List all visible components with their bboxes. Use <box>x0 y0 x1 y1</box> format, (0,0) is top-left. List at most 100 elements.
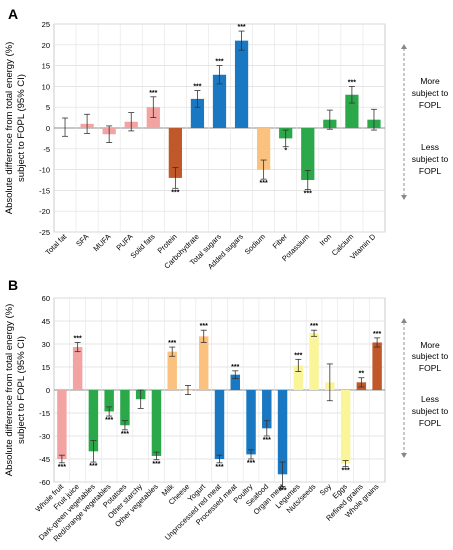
bar <box>57 390 67 459</box>
annotation-less-line: FOPL <box>419 418 441 428</box>
bar <box>168 128 182 178</box>
bar <box>262 390 272 429</box>
category-label: PUFA <box>114 232 134 252</box>
y-tick-label: -15 <box>39 409 50 418</box>
significance-label: *** <box>200 323 208 330</box>
significance-label: *** <box>58 464 66 471</box>
significance-label: *** <box>193 84 201 91</box>
y-tick-label: 0 <box>46 386 50 395</box>
significance-label: *** <box>149 90 157 97</box>
significance-label: *** <box>294 352 302 359</box>
y-axis-label-line1: Absolute difference from total energy (%… <box>4 304 15 477</box>
significance-label: *** <box>348 79 356 86</box>
bar <box>167 351 177 390</box>
significance-label: *** <box>263 437 271 444</box>
y-tick-label: 30 <box>42 340 50 349</box>
y-tick-label: 45 <box>42 317 50 326</box>
annotation-more-line: FOPL <box>419 100 441 110</box>
panel-a: A Absolute difference from total energy (… <box>4 6 448 271</box>
bar <box>230 374 240 390</box>
y-axis-label-line2: subject to FOPL (95% CI) <box>16 336 27 444</box>
significance-label: *** <box>121 431 129 438</box>
bar <box>151 390 162 456</box>
annotation-more-line: FOPL <box>419 363 441 373</box>
significance-label: *** <box>304 191 312 198</box>
y-tick-label: 20 <box>42 41 50 50</box>
annotation-more-line: subject to <box>412 351 449 361</box>
category-label: Solid fats <box>129 232 157 260</box>
significance-label: *** <box>171 189 179 196</box>
bar <box>301 128 315 180</box>
y-tick-label: 15 <box>42 363 50 372</box>
y-tick-label: 15 <box>42 62 50 71</box>
significance-label: *** <box>89 463 97 470</box>
y-tick-label: -5 <box>43 145 50 154</box>
significance-label: *** <box>342 468 350 475</box>
bar <box>372 342 382 390</box>
annotation-less-line: subject to <box>412 406 449 416</box>
significance-label: *** <box>168 340 176 347</box>
arrow-up-head <box>401 44 407 49</box>
y-tick-label: -15 <box>39 186 50 195</box>
bar <box>257 128 271 170</box>
annotation-more-line: subject to <box>412 88 449 98</box>
significance-label: *** <box>278 488 286 495</box>
y-tick-label: -30 <box>39 432 50 441</box>
category-label: Fiber <box>271 232 290 251</box>
annotation-less-line: Less <box>421 394 439 404</box>
panel-label: B <box>8 277 18 293</box>
significance-label: *** <box>260 180 268 187</box>
bar <box>234 40 249 128</box>
bar <box>340 390 351 464</box>
arrow-down-head <box>401 453 407 458</box>
panel-b: B Absolute difference from total energy (… <box>4 277 448 543</box>
bar <box>246 390 256 455</box>
y-axis-label-line2: subject to FOPL (95% CI) <box>16 74 27 182</box>
significance-label: *** <box>373 331 381 338</box>
annotation-less-line: subject to <box>412 154 449 164</box>
bar <box>345 94 359 128</box>
y-tick-label: -10 <box>39 166 50 175</box>
annotation-more-line: More <box>420 340 440 350</box>
y-tick-label: -60 <box>39 478 50 487</box>
bar <box>214 390 225 459</box>
significance-label: *** <box>215 464 223 471</box>
significance-label: *** <box>247 460 255 467</box>
y-tick-label: -20 <box>39 207 50 216</box>
y-tick-label: 10 <box>42 82 50 91</box>
panel-label: A <box>8 6 18 22</box>
bar <box>199 336 209 390</box>
y-axis-label-line1: Absolute difference from total energy (%… <box>4 42 15 215</box>
bar <box>104 390 114 412</box>
bar <box>293 365 304 390</box>
significance-label: *** <box>74 335 82 342</box>
annotation-less-line: Less <box>421 142 439 152</box>
annotation-more-line: More <box>420 76 440 86</box>
bar <box>190 98 205 128</box>
bar <box>212 74 227 128</box>
y-tick-label: 0 <box>46 124 50 133</box>
significance-label: ** <box>359 371 365 378</box>
significance-label: *** <box>105 417 113 424</box>
y-tick-label: 60 <box>42 294 50 303</box>
category-label: MUFA <box>91 232 112 253</box>
y-tick-label: -25 <box>39 228 50 237</box>
bar <box>277 390 288 475</box>
significance-label: *** <box>215 59 223 66</box>
y-tick-label: 5 <box>46 103 50 112</box>
bar <box>309 333 319 390</box>
arrow-down-head <box>401 195 407 200</box>
bar <box>72 347 83 390</box>
significance-label: *** <box>152 461 160 468</box>
arrow-up-head <box>401 318 407 323</box>
category-label: Iron <box>318 232 334 248</box>
significance-label: *** <box>231 364 239 371</box>
category-label: Sodium <box>243 232 267 256</box>
y-tick-label: -45 <box>39 455 50 464</box>
category-label: SFA <box>74 232 90 248</box>
significance-label: *** <box>310 323 318 330</box>
y-tick-label: 25 <box>42 20 50 29</box>
bar <box>120 390 130 426</box>
significance-label: *** <box>237 24 245 31</box>
